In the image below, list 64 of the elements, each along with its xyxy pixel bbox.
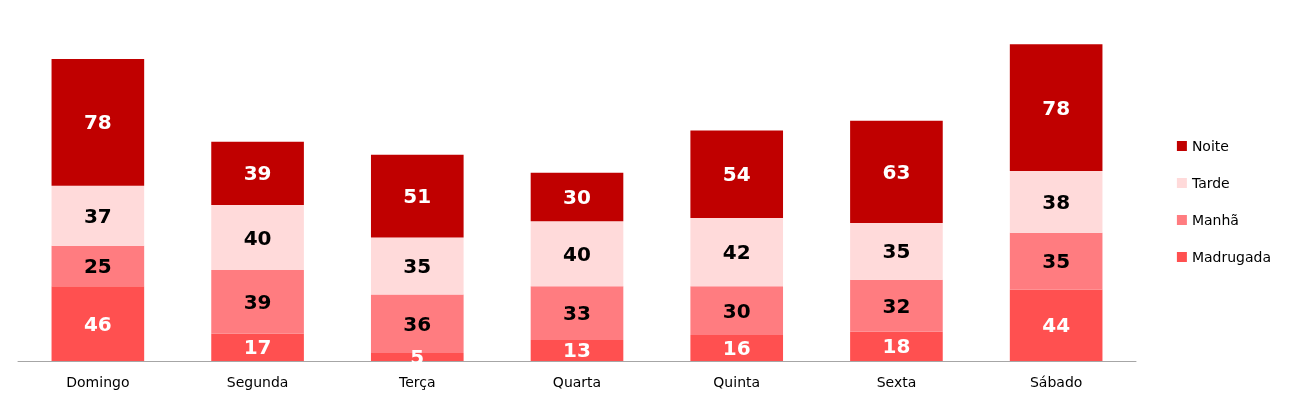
bar [211, 270, 304, 334]
data-label: 40 [243, 225, 272, 250]
data-label: 35 [403, 254, 432, 279]
bar [211, 141, 304, 206]
data-label: 36 [403, 311, 432, 336]
bar [1009, 171, 1103, 233]
bar [690, 130, 784, 219]
data-label: 30 [722, 298, 751, 323]
x-tick-label: Domingo [66, 374, 130, 390]
bar [370, 352, 464, 361]
data-label: 18 [882, 334, 911, 359]
bar [51, 286, 145, 361]
data-label: 16 [722, 336, 751, 361]
legend-label: Madrugada [1191, 249, 1271, 265]
bar [1009, 232, 1103, 290]
bar [850, 279, 943, 332]
data-label: 13 [563, 338, 591, 363]
x-tick-label: Quarta [552, 374, 602, 390]
bar [51, 185, 145, 246]
data-label: 35 [1042, 249, 1071, 274]
bar [370, 237, 464, 295]
data-label: 33 [563, 301, 591, 326]
data-label: 38 [1042, 189, 1071, 214]
bar [1009, 44, 1103, 172]
x-tick-label: Sexta [876, 374, 917, 390]
data-label: 39 [243, 289, 272, 314]
data-label: 42 [722, 240, 751, 265]
data-label: 17 [243, 335, 272, 360]
x-tick-label: Quinta [713, 374, 761, 390]
x-tick-label: Sábado [1029, 374, 1083, 390]
data-label: 51 [403, 184, 432, 209]
data-label: 39 [243, 161, 272, 186]
data-label: 46 [83, 311, 112, 336]
data-label: 40 [563, 241, 591, 266]
bar [530, 286, 624, 340]
bar [1009, 289, 1103, 361]
bar [211, 205, 304, 271]
legend-label: Noite [1191, 138, 1229, 154]
data-label: 78 [1042, 95, 1071, 120]
bar [690, 218, 784, 287]
data-label: 54 [722, 162, 751, 187]
legend-label: Manhã [1191, 212, 1239, 228]
data-label: 44 [1042, 313, 1071, 338]
data-label: 37 [83, 203, 112, 228]
bar [850, 331, 943, 361]
data-label: 35 [882, 239, 911, 264]
x-tick-label: Segunda [226, 374, 289, 390]
bar [530, 221, 624, 287]
bar [211, 333, 304, 361]
data-label: 25 [83, 254, 112, 279]
bar [850, 222, 943, 280]
data-label: 32 [882, 293, 911, 318]
legend-label: Tarde [1190, 175, 1230, 191]
data-label: 78 [83, 110, 112, 135]
bar [690, 335, 784, 361]
bar [51, 58, 145, 186]
data-label: 63 [882, 159, 911, 184]
bar [530, 172, 624, 222]
bar [370, 154, 464, 238]
data-label: 30 [563, 185, 591, 209]
bar [690, 286, 784, 336]
bar [51, 245, 145, 287]
bar [850, 120, 943, 223]
x-tick-label: Terça [398, 374, 436, 390]
